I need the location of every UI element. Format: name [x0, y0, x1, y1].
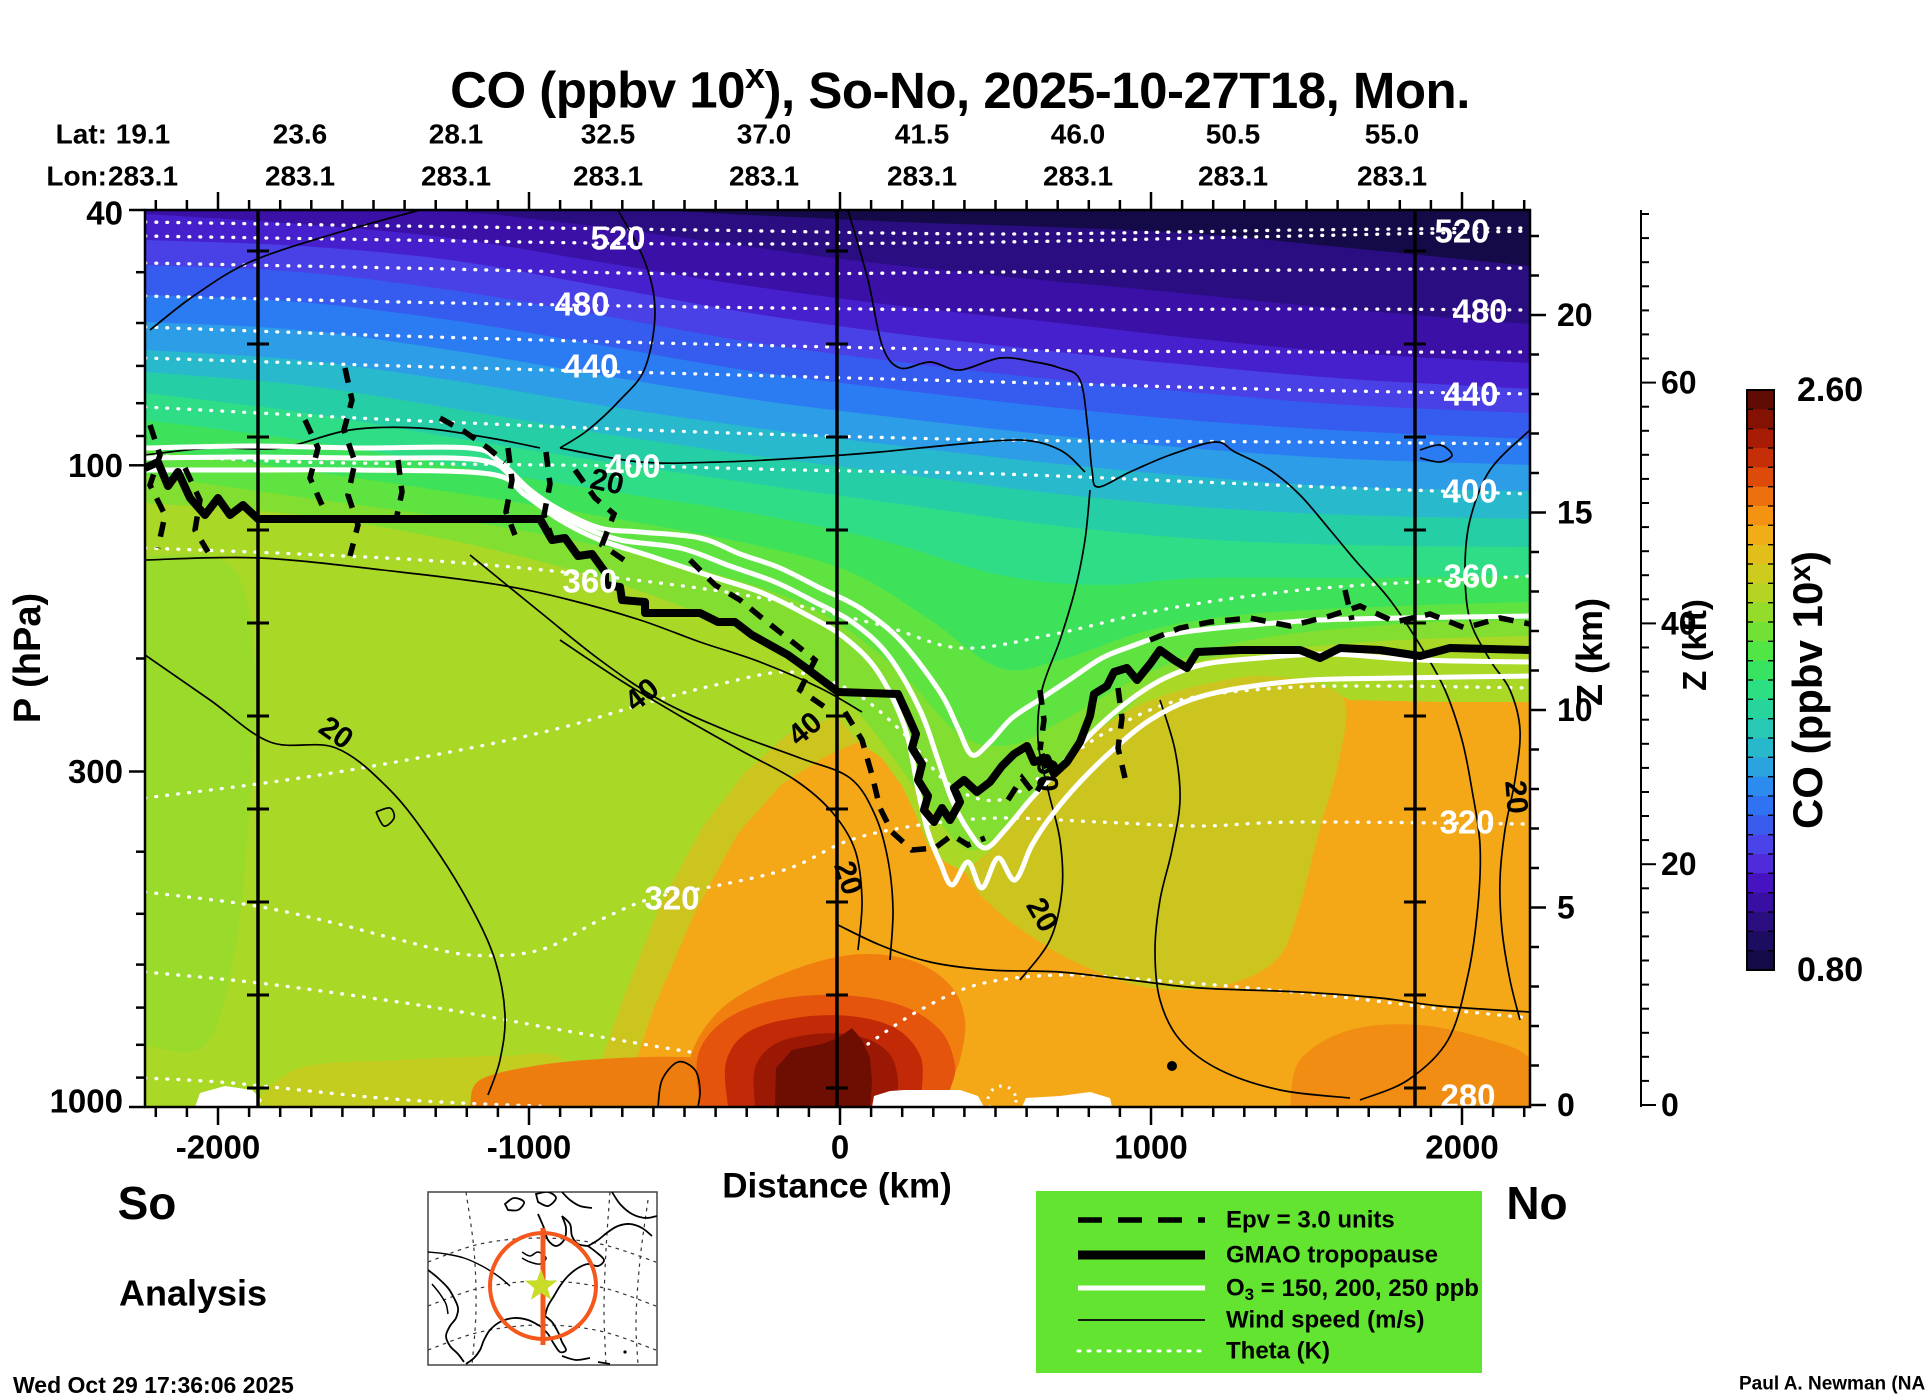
svg-text:CO (ppbv 10x): CO (ppbv 10x): [1784, 551, 1831, 829]
svg-text:283.1: 283.1: [1043, 161, 1113, 192]
svg-text:283.1: 283.1: [108, 161, 178, 192]
svg-text:283.1: 283.1: [265, 161, 335, 192]
svg-text:Z (km): Z (km): [1569, 598, 1610, 706]
svg-text:20: 20: [1557, 297, 1593, 333]
svg-text:0: 0: [1661, 1087, 1679, 1123]
svg-text:440: 440: [563, 348, 618, 385]
svg-text:300: 300: [68, 753, 123, 790]
svg-text:480: 480: [554, 286, 609, 323]
svg-text:0: 0: [1557, 1087, 1575, 1123]
svg-text:Lat:: Lat:: [56, 119, 107, 150]
svg-text:280: 280: [1440, 1078, 1495, 1115]
svg-text:283.1: 283.1: [1198, 161, 1268, 192]
svg-text:60: 60: [1661, 365, 1697, 401]
svg-text:23.6: 23.6: [273, 119, 328, 150]
svg-text:283.1: 283.1: [1357, 161, 1427, 192]
svg-text:Analysis: Analysis: [119, 1273, 267, 1314]
svg-text:Wind speed (m/s): Wind speed (m/s): [1226, 1307, 1424, 1334]
svg-text:55.0: 55.0: [1365, 119, 1420, 150]
svg-text:37.0: 37.0: [737, 119, 792, 150]
svg-text:No: No: [1506, 1177, 1567, 1229]
svg-text:400: 400: [1442, 473, 1497, 510]
svg-text:1000: 1000: [50, 1083, 123, 1120]
svg-text:360: 360: [1443, 558, 1498, 595]
svg-text:60: 60: [1031, 758, 1064, 791]
svg-text:20: 20: [1498, 779, 1534, 815]
svg-text:Distance (km): Distance (km): [722, 1167, 952, 1206]
svg-text:283.1: 283.1: [729, 161, 799, 192]
svg-text:46.0: 46.0: [1051, 119, 1106, 150]
svg-text:5: 5: [1557, 890, 1575, 926]
svg-text:P (hPa): P (hPa): [7, 593, 49, 723]
svg-text:So: So: [118, 1177, 177, 1229]
svg-text:Wed Oct 29 17:36:06 2025: Wed Oct 29 17:36:06 2025: [13, 1372, 294, 1394]
svg-text:520: 520: [590, 220, 645, 257]
svg-text:O3 = 150, 200, 250 ppb: O3 = 150, 200, 250 ppb: [1226, 1275, 1479, 1304]
svg-text:-2000: -2000: [176, 1129, 260, 1166]
svg-text:360: 360: [562, 563, 617, 600]
svg-text:20: 20: [1661, 846, 1697, 882]
svg-text:Z (kft): Z (kft): [1676, 599, 1713, 691]
svg-text:32.5: 32.5: [581, 119, 636, 150]
svg-text:Epv = 3.0 units: Epv = 3.0 units: [1226, 1207, 1395, 1234]
svg-text:GMAO tropopause: GMAO tropopause: [1226, 1242, 1438, 1269]
svg-text:400: 400: [605, 448, 660, 485]
svg-text:440: 440: [1443, 376, 1498, 413]
svg-text:480: 480: [1452, 293, 1507, 330]
svg-text:0.80: 0.80: [1797, 951, 1863, 989]
svg-text:320: 320: [1439, 804, 1494, 841]
svg-text:283.1: 283.1: [573, 161, 643, 192]
svg-text:40: 40: [1661, 605, 1697, 641]
svg-text:2.60: 2.60: [1797, 371, 1863, 409]
svg-text:Lon:: Lon:: [46, 161, 107, 192]
svg-text:520: 520: [1434, 213, 1489, 250]
svg-text:100: 100: [68, 447, 123, 484]
svg-text:283.1: 283.1: [421, 161, 491, 192]
svg-text:28.1: 28.1: [429, 119, 484, 150]
svg-text:40: 40: [86, 195, 123, 232]
svg-text:320: 320: [644, 880, 699, 917]
svg-text:1000: 1000: [1114, 1129, 1187, 1166]
svg-text:Paul A. Newman (NASA: Paul A. Newman (NASA: [1739, 1374, 1926, 1394]
svg-text:19.1: 19.1: [116, 119, 171, 150]
svg-text:15: 15: [1557, 495, 1593, 531]
svg-text:50.5: 50.5: [1206, 119, 1261, 150]
svg-text:CO (ppbv 10x), So-No, 2025-10-: CO (ppbv 10x), So-No, 2025-10-27T18, Mon…: [450, 55, 1470, 119]
svg-text:41.5: 41.5: [895, 119, 950, 150]
svg-text:2000: 2000: [1425, 1129, 1498, 1166]
svg-text:Theta (K): Theta (K): [1226, 1338, 1330, 1365]
svg-text:20: 20: [587, 462, 627, 501]
svg-text:283.1: 283.1: [887, 161, 957, 192]
svg-text:10: 10: [1557, 692, 1593, 728]
svg-text:-1000: -1000: [487, 1129, 571, 1166]
svg-text:0: 0: [831, 1129, 849, 1166]
